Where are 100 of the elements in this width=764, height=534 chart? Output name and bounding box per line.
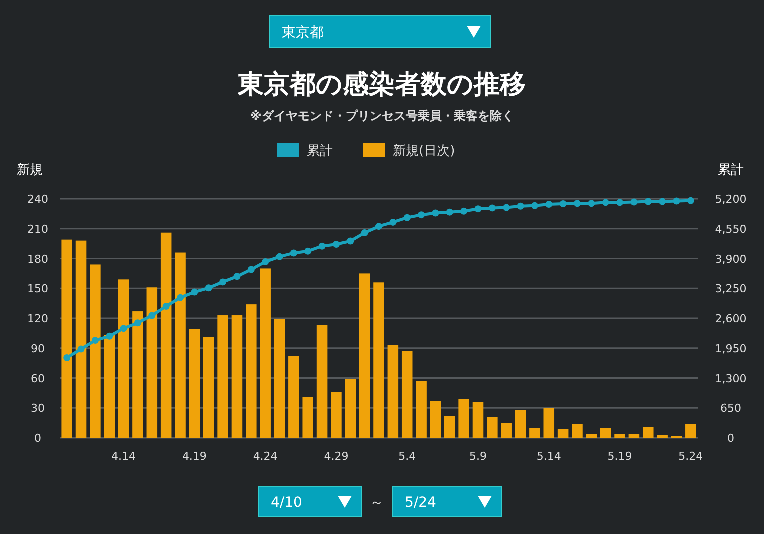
x-tick-label: 4.29 (324, 450, 349, 463)
bar (189, 329, 200, 438)
point (644, 198, 652, 206)
bar (345, 379, 356, 438)
bar (558, 429, 569, 438)
bar (515, 410, 526, 438)
bar (586, 434, 598, 438)
bar (260, 268, 271, 438)
bar (118, 280, 130, 438)
bar (90, 264, 101, 438)
point (347, 238, 354, 245)
bar (62, 240, 72, 438)
point (446, 208, 454, 216)
point (120, 325, 128, 332)
point (616, 199, 624, 206)
bar (501, 423, 512, 438)
bar (642, 427, 654, 438)
x-tick-label: 4.19 (182, 450, 207, 463)
bar (388, 345, 399, 438)
point (191, 288, 198, 296)
point (64, 354, 71, 362)
bar (146, 288, 158, 438)
bar (430, 401, 442, 438)
bar (288, 356, 300, 438)
y2-tick-label: 5,200 (715, 193, 747, 206)
point (148, 312, 156, 320)
bar (374, 282, 384, 438)
bar (316, 325, 328, 438)
point (418, 212, 426, 219)
bar (544, 408, 555, 438)
y-tick-label: 120 (28, 312, 48, 326)
point (262, 258, 270, 266)
x-tick-label: 4.24 (253, 450, 278, 463)
bar (458, 399, 470, 438)
bar (614, 434, 626, 438)
bar (416, 381, 427, 438)
select-start: 4/10 (258, 486, 362, 518)
bar (132, 312, 144, 438)
point (376, 223, 382, 230)
y-tick-label: 180 (28, 252, 48, 266)
point (361, 230, 368, 237)
point (162, 303, 170, 310)
y2-tick-label: 1,950 (715, 342, 747, 356)
y2-tick-label: 2,600 (715, 312, 747, 326)
y-tick-label: 60 (31, 372, 45, 386)
bar (628, 434, 640, 438)
point (276, 253, 284, 260)
bar (302, 397, 314, 438)
point (546, 201, 553, 208)
point (318, 242, 326, 250)
point (531, 202, 538, 210)
point (290, 250, 298, 257)
y2-tick-label: 3,900 (715, 252, 747, 266)
bar (175, 252, 186, 438)
bar (444, 416, 456, 438)
y-tick-label: 90 (31, 342, 45, 356)
bar (600, 428, 612, 438)
y2-tick-label: 0 (728, 432, 734, 445)
point (602, 199, 610, 206)
point (432, 210, 440, 217)
bar (331, 392, 342, 438)
point (560, 200, 567, 208)
bar (76, 240, 87, 438)
chart-title: 東京都の感染者数の推移 (237, 70, 526, 100)
x-tick-label: 5.4 (398, 450, 416, 463)
y2-tick-label: 3,250 (715, 282, 747, 296)
point (630, 198, 638, 206)
y-tick-label: 30 (31, 402, 45, 416)
point (404, 214, 411, 222)
select-end: 5/24 (392, 486, 502, 518)
point (78, 346, 85, 353)
text: ～ (370, 495, 384, 511)
bar (472, 402, 484, 438)
point (220, 278, 227, 286)
bar (104, 335, 116, 438)
x-tick-label: 5.9 (469, 450, 487, 463)
point (234, 273, 241, 280)
bar (218, 316, 228, 438)
point (574, 200, 581, 208)
y2-axis-title: 累計 (718, 163, 744, 178)
point (177, 294, 184, 302)
y2-tick-label: 650 (720, 402, 742, 416)
bar (246, 304, 257, 438)
point (659, 198, 666, 206)
point (390, 218, 397, 226)
y2-tick-label: 4,550 (715, 222, 747, 236)
y-tick-label: 0 (34, 432, 42, 445)
y2-tick-label: 1,300 (715, 372, 747, 386)
point (134, 320, 142, 327)
bar (657, 435, 668, 438)
point (92, 337, 99, 344)
x-tick-label: 4.14 (112, 450, 136, 463)
y-tick-label: 240 (28, 193, 48, 206)
bar (359, 274, 370, 438)
bar (686, 424, 696, 438)
point (517, 202, 524, 210)
point (248, 266, 255, 274)
point (503, 204, 510, 212)
bar (402, 351, 413, 438)
point (673, 198, 680, 205)
